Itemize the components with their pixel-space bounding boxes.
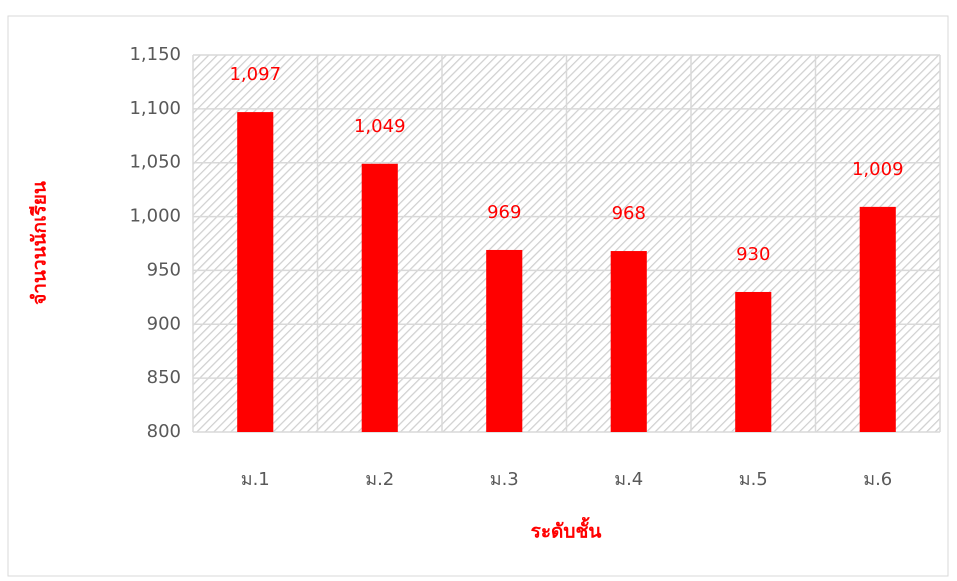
x-tick-label: ม.6 xyxy=(863,469,892,490)
data-label: 1,097 xyxy=(229,64,281,85)
bar xyxy=(610,251,647,432)
bar xyxy=(735,291,772,432)
x-tick-label: ม.5 xyxy=(739,469,768,490)
data-label: 969 xyxy=(487,202,521,223)
data-label: 1,049 xyxy=(354,116,406,137)
y-tick-label: 1,100 xyxy=(129,98,181,119)
y-tick-label: 850 xyxy=(147,367,181,388)
bar xyxy=(237,112,274,433)
y-tick-label: 800 xyxy=(147,421,181,442)
x-tick-label: ม.2 xyxy=(365,469,394,490)
bar xyxy=(486,249,523,432)
x-tick-label: ม.4 xyxy=(614,469,643,490)
y-tick-label: 1,050 xyxy=(129,152,181,173)
y-tick-label: 900 xyxy=(147,313,181,334)
bar xyxy=(361,163,398,432)
y-tick-label: 1,000 xyxy=(129,206,181,227)
y-tick-label: 950 xyxy=(147,259,181,280)
x-axis-title: ระดับชั้น xyxy=(531,517,602,543)
data-label: 930 xyxy=(736,244,770,265)
x-tick-label: ม.1 xyxy=(241,469,270,490)
data-label: 968 xyxy=(612,203,646,224)
y-tick-label: 1,150 xyxy=(129,44,181,65)
data-label: 1,009 xyxy=(852,159,904,180)
x-tick-label: ม.3 xyxy=(490,469,519,490)
bar xyxy=(859,206,896,432)
y-axis-title: จำนวนนักเรียน xyxy=(29,181,51,305)
